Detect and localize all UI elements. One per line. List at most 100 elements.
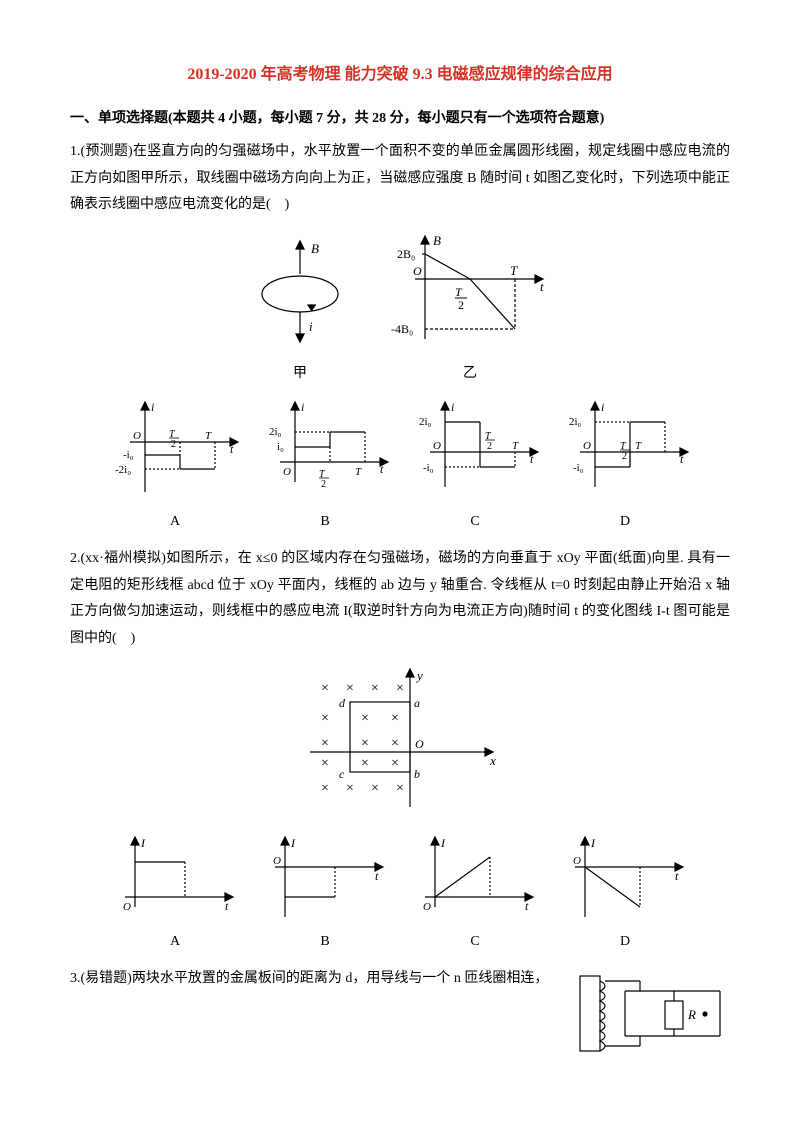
q2-d-label: D — [555, 929, 695, 956]
svg-text:2: 2 — [321, 479, 326, 490]
svg-text:×: × — [321, 711, 329, 726]
svg-text:×: × — [361, 711, 369, 726]
q2-a-label: A — [105, 929, 245, 956]
svg-text:×: × — [346, 781, 354, 796]
svg-text:i: i — [309, 319, 313, 334]
svg-text:B: B — [433, 233, 441, 248]
svg-text:i₀: i₀ — [277, 441, 284, 453]
q2-b-label: B — [255, 929, 395, 956]
svg-text:y: y — [415, 668, 423, 683]
q1-options: i O -i₀ -2i₀ T 2 T t A — [70, 397, 730, 536]
svg-text:i: i — [151, 400, 154, 414]
opt-b-label: B — [255, 509, 395, 536]
q1-opt-a: i O -i₀ -2i₀ T 2 T t A — [105, 397, 245, 536]
section-header: 一、单项选择题(本题共 4 小题，每小题 7 分，共 28 分，每小题只有一个选… — [70, 106, 730, 133]
q2-opt-a: I O t A — [105, 832, 245, 956]
svg-text:O: O — [283, 466, 291, 478]
svg-text:I: I — [590, 836, 596, 850]
svg-text:a: a — [414, 696, 420, 710]
q2-opt-b: I O t B — [255, 832, 395, 956]
svg-text:T: T — [635, 440, 642, 452]
svg-text:O: O — [133, 430, 141, 442]
svg-text:t: t — [375, 869, 379, 883]
svg-text:T: T — [205, 430, 212, 442]
q1-fig-jia: B i 甲 — [245, 239, 355, 388]
svg-text:i: i — [451, 400, 454, 414]
svg-text:×: × — [396, 681, 404, 696]
svg-text:-i₀: -i₀ — [123, 449, 134, 461]
opt-a-label: A — [105, 509, 245, 536]
svg-text:c: c — [339, 767, 345, 781]
svg-text:×: × — [371, 681, 379, 696]
svg-text:T: T — [455, 285, 463, 299]
svg-text:2: 2 — [622, 451, 627, 462]
q1-text: 1.(预测题)在竖直方向的匀强磁场中，水平放置一个面积不变的单匝金属圆形线圈，规… — [70, 139, 730, 219]
svg-text:O: O — [273, 855, 281, 867]
svg-text:×: × — [346, 681, 354, 696]
svg-text:O: O — [583, 440, 591, 452]
q2-text: 2.(xx·福州模拟)如图所示，在 x≤0 的区域内存在匀强磁场，磁场的方向垂直… — [70, 546, 730, 652]
svg-text:-4B₀: -4B₀ — [391, 322, 413, 336]
svg-text:×: × — [321, 781, 329, 796]
q1-opt-b: i 2i₀ i₀ O T 2 T t B — [255, 397, 395, 536]
svg-text:T: T — [355, 466, 362, 478]
svg-text:×: × — [371, 781, 379, 796]
svg-text:d: d — [339, 696, 346, 710]
svg-text:2: 2 — [171, 439, 176, 450]
svg-text:2: 2 — [458, 298, 464, 312]
svg-text:×: × — [321, 681, 329, 696]
q2-opt-d: I O t D — [555, 832, 695, 956]
q2-opt-c: I O t C — [405, 832, 545, 956]
page-title: 2019-2020 年高考物理 能力突破 9.3 电磁感应规律的综合应用 — [70, 60, 730, 90]
q1-opt-c: i 2i₀ O -i₀ T 2 T t C — [405, 397, 545, 536]
q2-c-label: C — [405, 929, 545, 956]
svg-text:×: × — [321, 736, 329, 751]
svg-text:t: t — [675, 869, 679, 883]
q1-top-figures: B i 甲 B 2B₀ O — [70, 229, 730, 388]
svg-text:2: 2 — [487, 441, 492, 452]
q2-options: I O t A I O t B — [70, 832, 730, 956]
yi-label: 乙 — [385, 361, 555, 388]
q3-text: 3.(易错题)两块水平放置的金属板间的距离为 d，用导线与一个 n 匝线圈相连， — [70, 966, 556, 993]
svg-text:b: b — [414, 767, 420, 781]
svg-text:×: × — [391, 711, 399, 726]
svg-text:×: × — [396, 781, 404, 796]
svg-text:-i₀: -i₀ — [423, 462, 434, 474]
svg-text:B: B — [311, 241, 319, 256]
svg-text:T: T — [510, 263, 518, 278]
svg-text:×: × — [391, 756, 399, 771]
svg-text:O: O — [423, 901, 431, 913]
q1-opt-d: i 2i₀ O -i₀ T 2 T t D — [555, 397, 695, 536]
opt-c-label: C — [405, 509, 545, 536]
svg-text:×: × — [321, 756, 329, 771]
svg-text:2i₀: 2i₀ — [269, 426, 282, 438]
svg-text:R: R — [687, 1007, 696, 1022]
svg-text:2B₀: 2B₀ — [397, 247, 415, 261]
svg-text:I: I — [290, 836, 296, 850]
svg-text:O: O — [433, 440, 441, 452]
jia-label: 甲 — [245, 361, 355, 388]
opt-d-label: D — [555, 509, 695, 536]
svg-text:T: T — [512, 440, 519, 452]
q3-circuit: R — [570, 966, 730, 1061]
svg-text:2i₀: 2i₀ — [419, 416, 432, 428]
q1-fig-yi: B 2B₀ O T 2 T t -4B₀ 乙 — [385, 229, 555, 388]
svg-text:2i₀: 2i₀ — [569, 416, 582, 428]
svg-text:I: I — [440, 836, 446, 850]
svg-text:i: i — [601, 400, 604, 414]
svg-text:-i₀: -i₀ — [573, 462, 584, 474]
svg-text:O: O — [123, 901, 131, 913]
svg-text:×: × — [391, 736, 399, 751]
svg-text:x: x — [489, 753, 496, 768]
svg-text:O: O — [573, 855, 581, 867]
q2-main-fig: ×××× ××× ××× ××× ×××× y x O a b c d — [70, 662, 730, 822]
svg-text:t: t — [225, 899, 229, 913]
svg-text:×: × — [361, 736, 369, 751]
svg-text:O: O — [413, 264, 422, 278]
svg-text:i: i — [301, 400, 304, 414]
svg-text:O: O — [415, 737, 424, 751]
svg-text:-2i₀: -2i₀ — [115, 464, 131, 476]
svg-text:×: × — [361, 756, 369, 771]
svg-text:t: t — [540, 279, 544, 294]
svg-text:t: t — [525, 899, 529, 913]
